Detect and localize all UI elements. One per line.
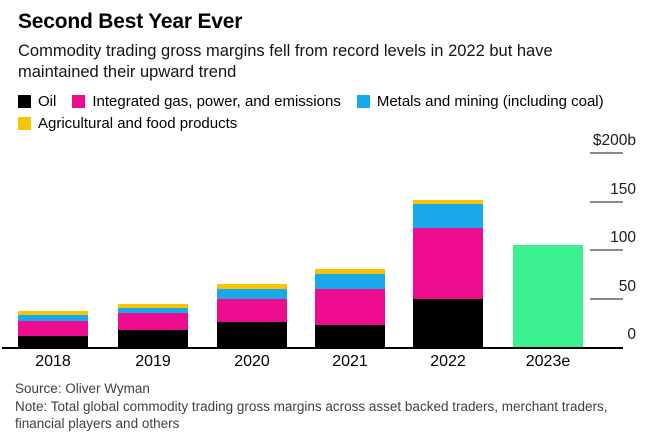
- source-line: Source: Oliver Wyman: [15, 381, 150, 396]
- bar-segment: [18, 314, 88, 321]
- y-axis-tick-150: [590, 200, 623, 203]
- bar-segment: [18, 336, 88, 347]
- bar-segment: [413, 227, 483, 300]
- x-axis-label-2022: 2022: [430, 353, 466, 370]
- note-line-1: Note: Total global commodity trading gro…: [15, 398, 608, 414]
- bar-2021: [315, 269, 385, 347]
- bar-2018: [18, 311, 88, 347]
- bar-2020: [217, 283, 287, 347]
- bar-2019: [118, 304, 188, 347]
- bar-segment: [118, 313, 188, 331]
- legend-swatch-icon: [72, 95, 86, 108]
- bar-segment: [315, 274, 385, 289]
- legend-swatch-icon: [18, 117, 31, 130]
- bar-segment: [217, 321, 287, 347]
- note-line-2: financial players and others: [15, 416, 180, 431]
- legend-item-3: Agricultural and food products: [18, 115, 237, 132]
- y-axis-label-200: $200b: [592, 132, 636, 149]
- legend-label: Integrated gas, power, and emissions: [92, 93, 341, 110]
- x-axis-label-2021: 2021: [332, 353, 368, 370]
- legend-item-0: Oil: [18, 93, 56, 110]
- legend-item-1: Integrated gas, power, and emissions: [72, 93, 341, 110]
- subtitle-line-1: Commodity trading gross margins fell fro…: [18, 42, 553, 60]
- y-axis-label-0: 0: [627, 326, 636, 343]
- y-axis-label-50: 50: [618, 277, 636, 295]
- x-axis-label-2018: 2018: [35, 353, 71, 370]
- footer: Source: Oliver Wyman Note: Total global …: [15, 380, 655, 433]
- legend-label: Oil: [38, 93, 57, 110]
- bar-segment: [413, 299, 483, 347]
- bar-segment: [118, 304, 188, 309]
- bar-segment: [118, 308, 188, 314]
- bar-segment: [513, 245, 583, 347]
- chart-subtitle: Commodity trading gross margins fell fro…: [18, 41, 553, 82]
- bar-2023e: [513, 245, 583, 347]
- bar-segment: [315, 288, 385, 325]
- bar-segment: [118, 330, 188, 347]
- legend-label: Metals and mining (including coal): [376, 93, 604, 110]
- x-axis-label-2019: 2019: [135, 353, 171, 370]
- legend-label: Agricultural and food products: [38, 115, 238, 132]
- x-axis-label-2020: 2020: [234, 353, 270, 370]
- bar-segment: [18, 320, 88, 337]
- x-axis-label-2023e: 2023e: [525, 353, 571, 370]
- bar-segment: [413, 199, 483, 205]
- bar-segment: [217, 283, 287, 289]
- chart-title: Second Best Year Ever: [18, 10, 243, 33]
- bar-segment: [217, 299, 287, 322]
- legend-swatch-icon: [18, 95, 31, 108]
- bar-segment: [217, 288, 287, 300]
- bar-segment: [18, 311, 88, 315]
- y-axis-tick-200: [590, 152, 623, 154]
- y-axis-label-150: 150: [610, 180, 636, 198]
- x-axis-baseline: [2, 347, 623, 349]
- bar-2022: [413, 199, 483, 347]
- bar-segment: [315, 269, 385, 275]
- subtitle-line-2: maintained their upward trend: [18, 62, 237, 81]
- y-axis-tick-50: [590, 297, 623, 300]
- bar-segment: [413, 204, 483, 228]
- y-axis-label-100: 100: [610, 229, 636, 246]
- y-axis-tick-100: [590, 249, 623, 251]
- legend-swatch-icon: [356, 95, 370, 108]
- legend: Oil Integrated gas, power, and emissions M…: [18, 93, 656, 132]
- legend-item-2: Metals and mining (including coal): [356, 93, 604, 110]
- bar-segment: [315, 324, 385, 347]
